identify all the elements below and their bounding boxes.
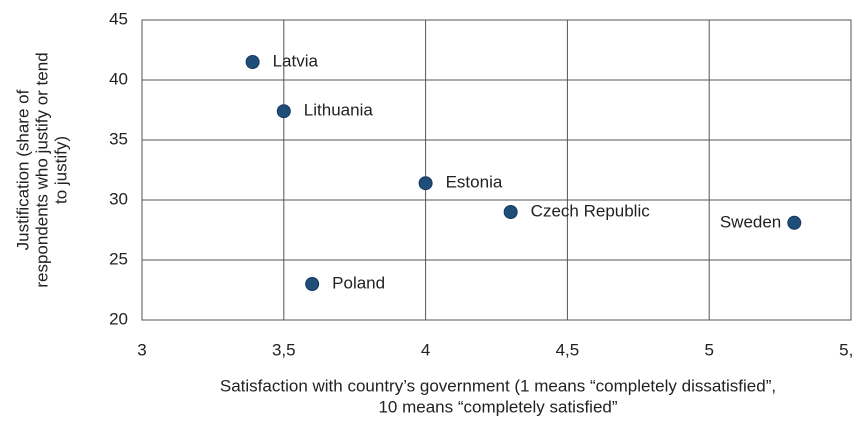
y-axis-label-line: Justification (share of [13,89,32,250]
point [245,55,260,69]
y-tick-label: 40 [109,69,128,88]
x-tick-label: 4,5 [556,340,580,359]
x-tick-label: 4 [421,340,430,359]
x-axis-label: 10 means “completely satisfied” [378,397,617,416]
y-axis-label-line: respondents who justify or tend [32,52,51,287]
x-tick-label: 5,5 [839,340,853,359]
point [503,205,518,219]
y-axis-label: Justification (share of respondents who j… [13,52,70,287]
point-label: Czech Republic [531,201,651,220]
point [787,215,802,230]
point-label: Poland [332,273,385,292]
point-label: Latvia [273,51,319,70]
point [418,176,433,191]
y-tick-label: 35 [109,129,128,148]
y-tick-label: 25 [109,249,128,268]
plot-border [141,19,852,321]
y-axis-label-line: to justify) [51,136,70,204]
point-label: Estonia [446,173,503,192]
point [305,277,320,291]
point [276,104,291,119]
point-label: Sweden [720,212,781,231]
x-tick-label: 3,5 [272,340,296,359]
x-axis-label: Satisfaction with country’s government (… [220,376,776,395]
y-tick-label: 45 [109,9,128,28]
y-tick-label: 30 [109,189,128,208]
point-label: Lithuania [304,101,374,120]
y-tick-label: 20 [109,309,128,328]
x-tick-label: 5 [704,340,713,359]
x-tick-label: 3 [137,340,146,359]
